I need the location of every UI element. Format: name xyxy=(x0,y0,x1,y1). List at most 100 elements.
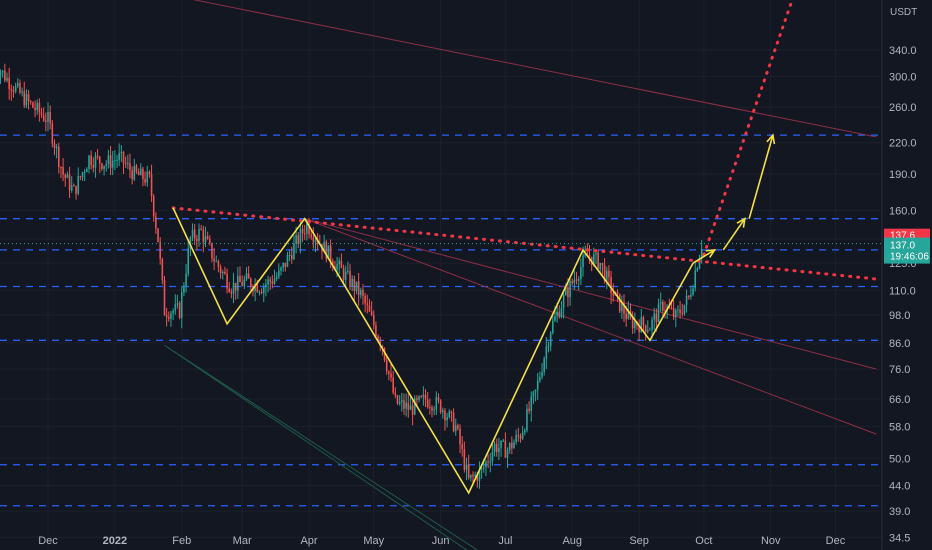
candle-body xyxy=(554,316,556,321)
candle-body xyxy=(282,263,284,268)
candle-body xyxy=(431,407,433,410)
candle-body xyxy=(518,435,520,436)
candle-body xyxy=(436,397,438,409)
candle-body xyxy=(6,78,8,81)
candle-body xyxy=(196,239,198,241)
candle-body xyxy=(172,311,174,314)
candle-body xyxy=(209,239,211,243)
candle-body xyxy=(362,290,364,296)
candle-body xyxy=(17,83,19,86)
candle-body xyxy=(550,333,552,346)
candle-body xyxy=(62,167,64,174)
candle-body xyxy=(690,295,692,297)
candle-body xyxy=(235,283,237,291)
candle-body xyxy=(621,303,623,311)
candle-body xyxy=(595,253,597,255)
candle-body xyxy=(103,166,105,169)
candle-body xyxy=(653,314,655,320)
candle-body xyxy=(459,429,461,445)
candle-body xyxy=(351,279,353,287)
candle-body xyxy=(507,450,509,457)
candle-body xyxy=(358,282,360,295)
candle-body xyxy=(142,169,144,179)
candle-body xyxy=(343,268,345,280)
candle-body xyxy=(291,255,293,259)
candle-body xyxy=(643,317,645,325)
candle-body xyxy=(239,276,241,282)
candle-body xyxy=(118,153,120,160)
candle-body xyxy=(69,174,71,190)
candle-body xyxy=(548,346,550,347)
candle-body xyxy=(528,409,530,411)
candle-body xyxy=(97,156,99,157)
candle-body xyxy=(533,392,535,397)
candle-body xyxy=(681,313,683,314)
y-tick-label: 50.0 xyxy=(889,453,910,465)
candle-body xyxy=(58,147,60,167)
candle-body xyxy=(110,155,112,168)
candle-body xyxy=(444,410,446,420)
candle-body xyxy=(347,271,349,272)
candle-body xyxy=(108,155,110,164)
candle-body xyxy=(487,462,489,463)
candle-body xyxy=(366,303,368,305)
x-tick-label: Dec xyxy=(38,535,58,547)
candle-body xyxy=(546,347,548,359)
candle-body xyxy=(397,396,399,404)
x-tick-label: Dec xyxy=(826,535,846,547)
candle-body xyxy=(36,103,38,110)
candle-body xyxy=(694,271,696,289)
x-tick-label: May xyxy=(363,535,384,547)
candle-body xyxy=(602,263,604,265)
candle-body xyxy=(269,279,271,281)
candle-body xyxy=(315,240,317,241)
y-tick-label: 66.0 xyxy=(889,394,910,406)
x-tick-label: Jun xyxy=(432,535,450,547)
candle-body xyxy=(684,305,686,314)
candle-body xyxy=(483,467,485,468)
candle-body xyxy=(4,71,6,81)
candle-body xyxy=(116,160,118,161)
candle-body xyxy=(93,165,95,167)
candle-body xyxy=(535,390,537,392)
y-tick-label: 340.0 xyxy=(889,45,917,57)
x-tick-label: Jul xyxy=(498,535,512,547)
candle-body xyxy=(341,261,343,268)
candle-body xyxy=(241,282,243,286)
candle-body xyxy=(375,325,377,336)
candle-body xyxy=(133,166,135,180)
candle-body xyxy=(198,229,200,241)
candle-body xyxy=(250,279,252,287)
candle-body xyxy=(448,411,450,417)
candle-body xyxy=(645,325,647,332)
candle-body xyxy=(416,398,418,400)
candle-body xyxy=(464,449,466,469)
candle-body xyxy=(194,230,196,239)
candle-body xyxy=(442,410,444,412)
candle-body xyxy=(136,166,138,172)
candle-body xyxy=(453,413,455,431)
candle-body xyxy=(524,431,526,433)
candle-body xyxy=(474,475,476,476)
y-tick-label: 34.5 xyxy=(889,532,910,544)
candle-body xyxy=(131,170,133,179)
candle-body xyxy=(515,435,517,442)
candle-body xyxy=(140,169,142,175)
candle-body xyxy=(244,279,246,285)
candle-body xyxy=(388,371,390,373)
candle-body xyxy=(660,302,662,304)
candle-body xyxy=(88,156,90,169)
candle-body xyxy=(509,443,511,450)
candle-body xyxy=(634,322,636,328)
candle-body xyxy=(673,308,675,317)
candle-body xyxy=(151,174,153,196)
candle-body xyxy=(28,94,30,101)
y-tick-label: 86.0 xyxy=(889,338,910,350)
candle-body xyxy=(574,280,576,283)
candle-body xyxy=(520,436,522,439)
y-tick-label: 39.0 xyxy=(889,506,910,518)
candle-body xyxy=(651,319,653,329)
candle-body xyxy=(671,308,673,309)
